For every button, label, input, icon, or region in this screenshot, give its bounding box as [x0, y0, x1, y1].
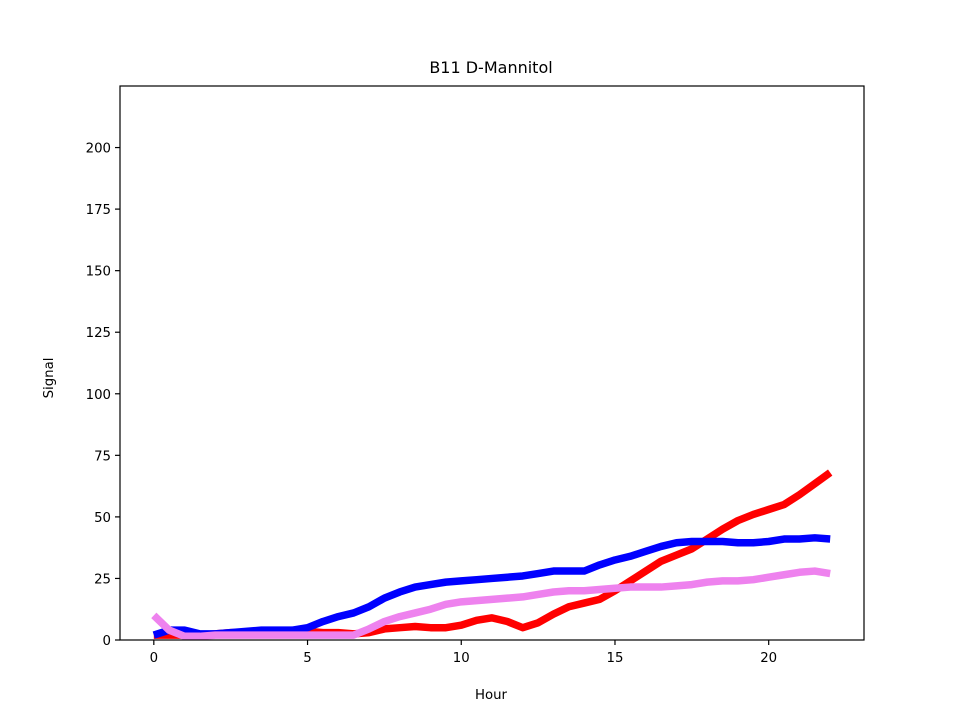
y-tick-label: 175: [86, 203, 111, 218]
series-line-3: [151, 567, 831, 641]
series-group: [151, 469, 833, 641]
y-tick-label: 25: [94, 572, 111, 587]
series-line-1: [153, 469, 833, 639]
y-tick-label: 75: [94, 449, 111, 464]
x-tick-label: 5: [303, 651, 311, 666]
x-tick-label: 20: [760, 651, 777, 666]
x-tick-label: 0: [150, 651, 158, 666]
y-axis-label: Signal: [42, 358, 57, 399]
x-tick-label: 10: [453, 651, 470, 666]
y-tick-label: 200: [86, 142, 111, 157]
series-line-2: [152, 534, 831, 639]
plot-frame: [119, 85, 865, 641]
y-tick-label: 50: [94, 511, 111, 526]
x-axis-label: Hour: [475, 688, 508, 703]
y-tick-label: 125: [86, 326, 111, 341]
y-tick-label: 100: [86, 388, 111, 403]
y-tick-label: 150: [86, 265, 111, 280]
chart-title: B11 D-Mannitol: [429, 58, 552, 77]
x-tick-label: 15: [607, 651, 624, 666]
y-tick-label: 0: [103, 634, 111, 649]
